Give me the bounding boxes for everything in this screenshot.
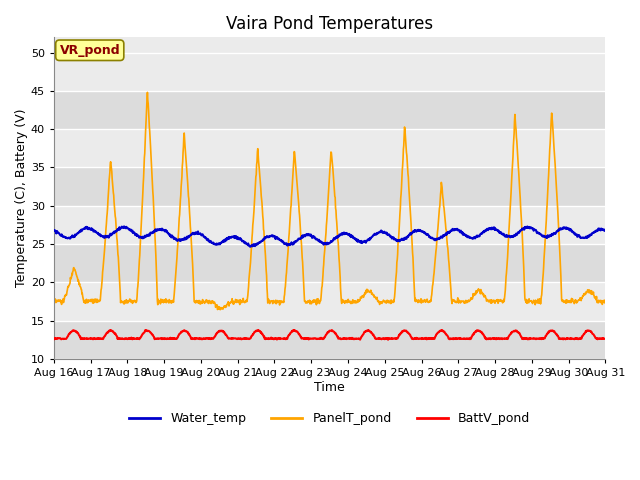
Bar bbox=[54, 321, 605, 359]
Y-axis label: Temperature (C), Battery (V): Temperature (C), Battery (V) bbox=[15, 109, 28, 288]
Bar bbox=[54, 168, 605, 206]
Legend: Water_temp, PanelT_pond, BattV_pond: Water_temp, PanelT_pond, BattV_pond bbox=[124, 407, 535, 430]
X-axis label: Time: Time bbox=[314, 381, 345, 394]
Bar bbox=[54, 206, 605, 244]
Text: VR_pond: VR_pond bbox=[60, 44, 120, 57]
Bar bbox=[54, 53, 605, 91]
Bar bbox=[54, 91, 605, 129]
Title: Vaira Pond Temperatures: Vaira Pond Temperatures bbox=[226, 15, 433, 33]
Bar bbox=[54, 129, 605, 168]
Bar bbox=[54, 244, 605, 282]
Bar bbox=[54, 282, 605, 321]
